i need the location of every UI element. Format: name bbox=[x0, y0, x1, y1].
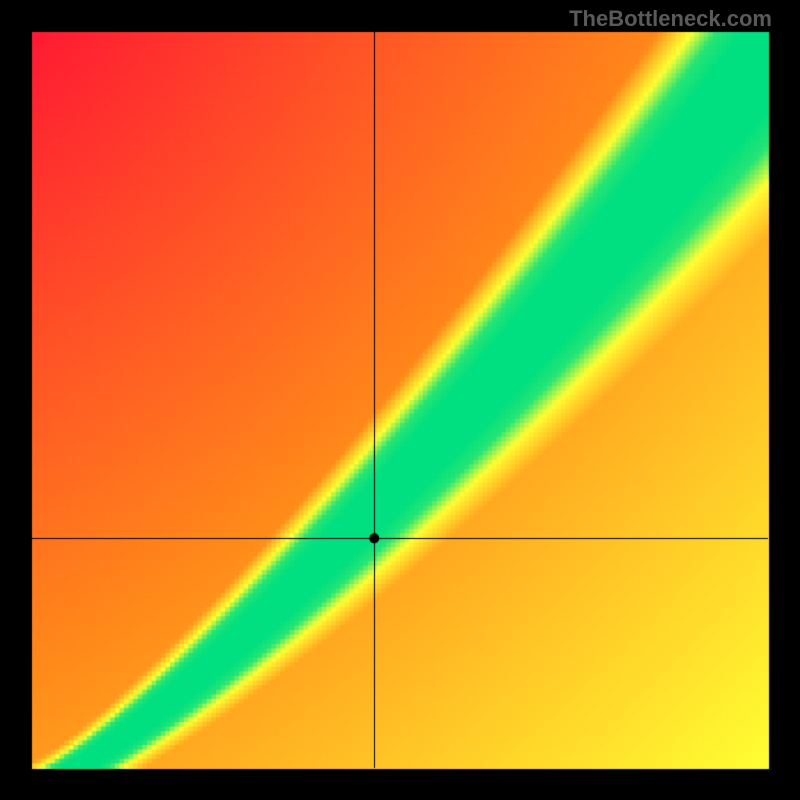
watermark-text: TheBottleneck.com bbox=[569, 6, 772, 32]
chart-container: { "canvas": { "width": 800, "height": 80… bbox=[0, 0, 800, 800]
bottleneck-heatmap bbox=[0, 0, 800, 800]
